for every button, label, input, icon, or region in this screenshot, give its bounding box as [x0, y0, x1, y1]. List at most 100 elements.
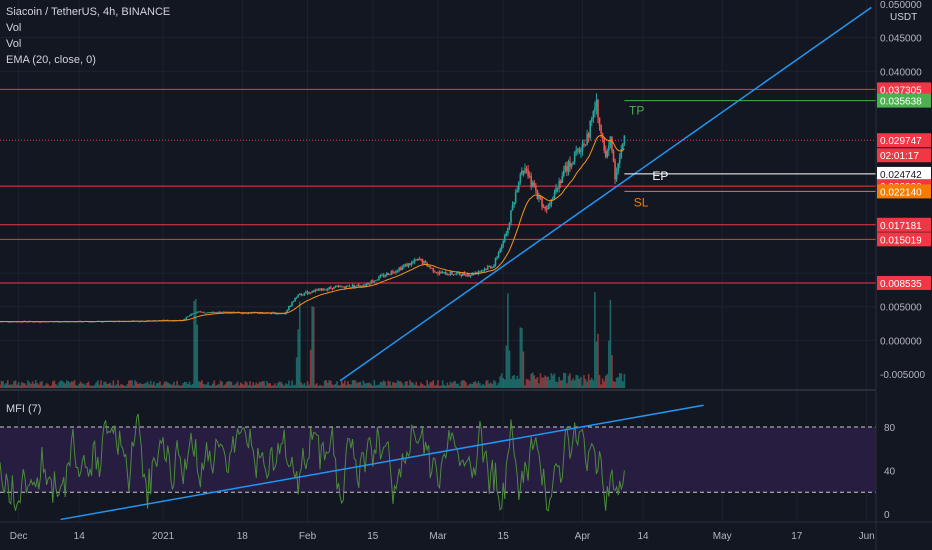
- time-tick-label: Apr: [575, 531, 591, 542]
- time-axis[interactable]: Dec 14 2021 18 Feb 15 Mar 15 Apr 14 May 17 Jun: [0, 521, 932, 542]
- volume-bar: [277, 382, 279, 388]
- annotation-ep: EP: [652, 169, 668, 183]
- volume-bar: [558, 376, 560, 388]
- volume-bar: [5, 383, 8, 388]
- volume-bar: [65, 380, 68, 388]
- volume-bar: [472, 382, 475, 388]
- volume-bar: [612, 381, 615, 388]
- volume-bar: [244, 381, 247, 388]
- volume-bar: [249, 381, 251, 388]
- candle: [417, 258, 419, 261]
- volume-bar: [308, 384, 310, 388]
- volume-bar: [151, 384, 154, 388]
- candle: [533, 182, 536, 186]
- price-label-box: [877, 148, 931, 163]
- candle: [350, 287, 352, 288]
- candle: [357, 284, 360, 287]
- volume-bar: [302, 384, 304, 388]
- candle: [289, 305, 292, 307]
- candle: [541, 198, 543, 208]
- candle: [345, 285, 348, 289]
- vol-legend-2[interactable]: Vol: [6, 38, 22, 50]
- volume-bar: [241, 383, 244, 388]
- volume-bar: [385, 385, 388, 388]
- volume-bar: [322, 385, 324, 388]
- candle: [519, 174, 522, 183]
- candle: [527, 169, 529, 177]
- candle: [424, 261, 427, 263]
- volume-bar: [365, 382, 368, 388]
- volume-bar: [14, 380, 17, 388]
- candle: [344, 286, 346, 289]
- volume-bar: [486, 380, 489, 388]
- mfi-legend[interactable]: MFI (7): [6, 403, 42, 415]
- volume-bar: [542, 377, 545, 388]
- candle: [479, 271, 481, 273]
- volume-bar: [393, 382, 396, 388]
- volume-bar: [97, 380, 99, 388]
- volume-bar: [205, 384, 208, 388]
- time-tick-label: 15: [498, 531, 510, 542]
- volume-bar: [536, 377, 539, 388]
- volume-bar: [184, 381, 186, 388]
- volume-bar: [145, 382, 147, 388]
- candle: [486, 266, 489, 270]
- candle: [462, 272, 464, 276]
- volume-bar: [255, 382, 258, 388]
- volume-bar: [600, 384, 602, 388]
- volume-bar: [219, 380, 222, 388]
- volume-bar: [525, 378, 528, 388]
- candle: [430, 267, 433, 269]
- candle: [207, 312, 209, 314]
- volume-bar: [496, 385, 498, 388]
- vol-legend-1[interactable]: Vol: [6, 22, 22, 34]
- candle: [458, 272, 461, 275]
- volume-bar: [434, 385, 436, 388]
- volume-bar: [476, 383, 478, 388]
- candle: [521, 170, 523, 175]
- candle: [539, 196, 542, 199]
- candle: [510, 210, 512, 223]
- candle: [468, 274, 470, 277]
- volume-bar: [193, 301, 195, 388]
- candle: [449, 271, 452, 275]
- volume-bar: [483, 385, 486, 388]
- volume-bar: [48, 385, 51, 388]
- volume-bar: [417, 385, 419, 388]
- volume-bar: [469, 383, 472, 388]
- candle: [205, 312, 208, 314]
- candle: [563, 170, 565, 176]
- volume-bar: [415, 381, 418, 388]
- candle: [378, 276, 380, 280]
- candle: [618, 157, 621, 164]
- candle: [218, 311, 220, 314]
- ema-legend[interactable]: EMA (20, close, 0): [6, 54, 96, 66]
- volume-bar: [42, 385, 45, 388]
- candle: [300, 293, 303, 296]
- candle: [580, 151, 582, 153]
- volume-bar: [590, 377, 593, 388]
- candle: [589, 121, 592, 138]
- volume-bar: [146, 381, 149, 388]
- candle: [275, 313, 278, 315]
- candle: [303, 292, 306, 295]
- volume-bar: [533, 375, 536, 388]
- candle: [39, 321, 42, 323]
- candle: [465, 274, 467, 277]
- volume-bar: [289, 385, 292, 388]
- price-axis[interactable]: 0.050000 0.045000 0.040000 0.005000 0.000000…: [875, 0, 931, 550]
- candle: [222, 312, 225, 313]
- volume-bar: [519, 327, 522, 388]
- candle: [410, 262, 413, 265]
- candle: [320, 288, 323, 290]
- volume-bar: [553, 373, 556, 388]
- symbol-title[interactable]: Siacoin / TetherUS, 4h, BINANCE: [6, 6, 171, 18]
- candle: [258, 313, 261, 314]
- candle: [412, 261, 414, 263]
- volume-bar: [148, 384, 150, 388]
- volume-bar: [6, 380, 9, 388]
- volume-bar: [117, 380, 119, 388]
- candle: [513, 202, 515, 205]
- volume-bar: [514, 379, 517, 388]
